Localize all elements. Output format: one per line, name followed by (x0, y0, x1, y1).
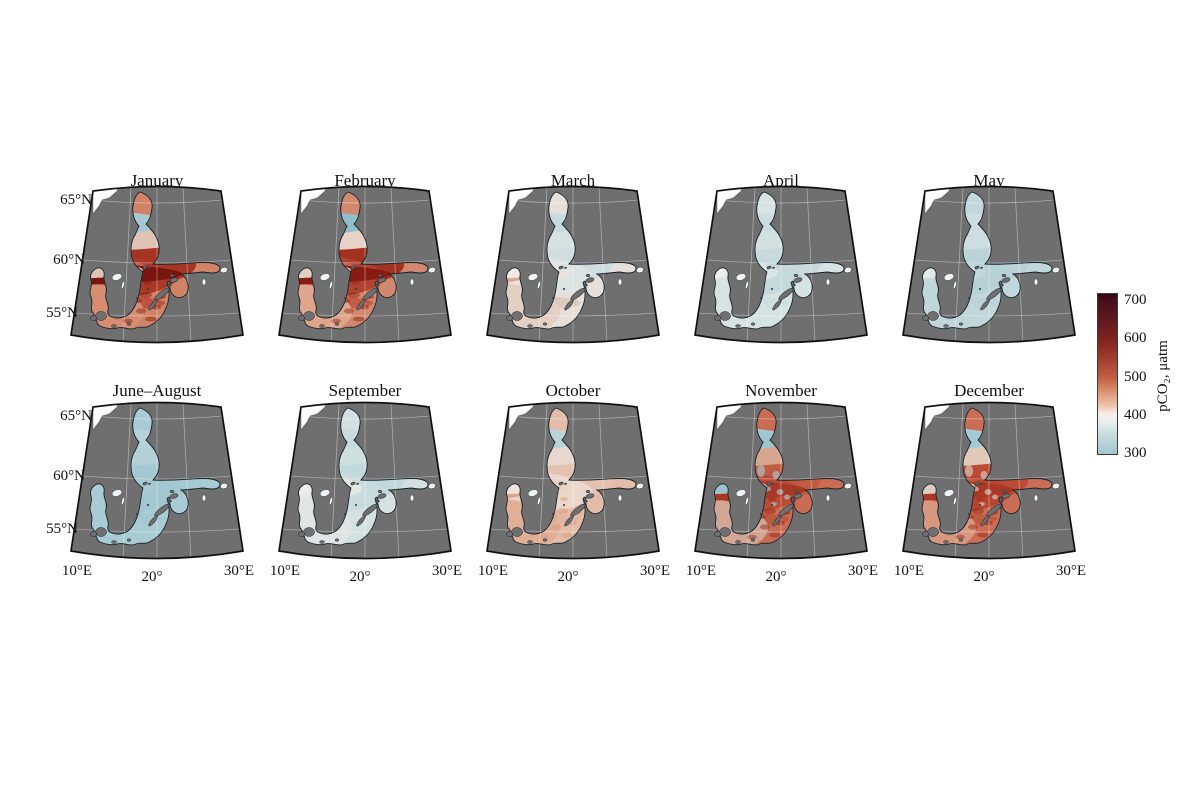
lon-tick-label: 10°E (61, 563, 93, 579)
map-svg (902, 185, 1076, 344)
lon-tick-label: 30°E (431, 563, 463, 579)
panel-title: February (334, 171, 396, 190)
map-panel-december: December (885, 381, 1093, 578)
colorbar-gradient (1097, 293, 1118, 455)
lon-tick-label: 10°E (685, 563, 717, 579)
lon-tick-label: 20° (141, 569, 163, 585)
map-panel-october: October (469, 381, 677, 578)
map-panel-february: February (261, 171, 469, 362)
map-svg (694, 401, 868, 560)
colorbar-tick-label: 700 (1124, 292, 1147, 308)
map-panel-september: September (261, 381, 469, 578)
panel-title: March (550, 171, 596, 190)
lat-tick-label: 60°N (53, 468, 85, 484)
lon-tick-label: 30°E (223, 563, 255, 579)
map-panel-january: January (53, 171, 261, 362)
panel-title: January (130, 171, 184, 190)
panel-title: June–August (112, 381, 202, 400)
lat-tick-label: 65°N (60, 408, 92, 424)
map-panel-june-august: June–August (53, 381, 261, 578)
lon-tick-label: 20° (765, 569, 787, 585)
panel-title: November (745, 381, 817, 400)
map-svg (70, 185, 244, 344)
lat-tick-label: 60°N (53, 252, 85, 268)
colorbar-tick-label: 600 (1124, 330, 1147, 346)
lon-tick-label: 10°E (269, 563, 301, 579)
colorbar-tick-label: 500 (1124, 369, 1147, 385)
lon-tick-label: 10°E (477, 563, 509, 579)
lat-tick-label: 65°N (60, 192, 92, 208)
lat-tick-label: 55°N (46, 305, 78, 321)
panel-title: April (763, 171, 799, 190)
colorbar-axis-label: pCO₂, μatm (1155, 340, 1171, 412)
lon-tick-label: 30°E (1055, 563, 1087, 579)
lat-tick-label: 55°N (46, 521, 78, 537)
colorbar-tick-label: 400 (1124, 407, 1147, 423)
map-svg (486, 185, 660, 344)
colorbar-tick-label: 300 (1124, 445, 1147, 461)
lon-tick-label: 30°E (639, 563, 671, 579)
lon-tick-label: 20° (557, 569, 579, 585)
map-svg (278, 185, 452, 344)
lon-tick-label: 30°E (847, 563, 879, 579)
panel-title: December (954, 381, 1024, 400)
panel-title: October (545, 381, 601, 400)
lon-tick-label: 20° (973, 569, 995, 585)
map-svg (902, 401, 1076, 560)
map-svg (70, 401, 244, 560)
lon-tick-label: 20° (349, 569, 371, 585)
map-svg (278, 401, 452, 560)
map-panel-march: March (469, 171, 677, 362)
panel-title: May (973, 171, 1005, 190)
map-panel-november: November (677, 381, 885, 578)
map-panel-may: May (885, 171, 1093, 362)
map-svg (486, 401, 660, 560)
map-svg (694, 185, 868, 344)
map-panel-april: April (677, 171, 885, 362)
panel-title: September (328, 381, 402, 400)
lon-tick-label: 10°E (893, 563, 925, 579)
